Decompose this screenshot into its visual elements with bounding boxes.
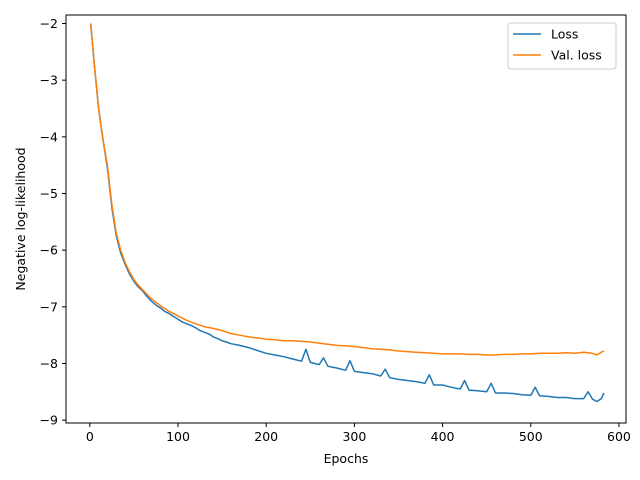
legend-label-val-loss: Val. loss: [551, 48, 602, 63]
y-tick-label: −5: [40, 186, 58, 201]
y-tick-label: −9: [40, 413, 58, 428]
y-axis-ticks: −2 −3 −4 −5 −6 −7 −8 −9: [40, 16, 66, 428]
series-line-loss: [89, 23, 605, 403]
series-line-val-loss: [89, 23, 605, 356]
y-tick-label: −3: [40, 73, 58, 88]
x-tick-label: 300: [342, 429, 366, 444]
plot-frame: [65, 14, 627, 424]
y-tick-label: −2: [40, 16, 58, 31]
y-tick-label: −7: [40, 299, 58, 314]
y-axis-label: Negative log-likelihood: [13, 147, 28, 290]
x-axis-label: Epochs: [324, 451, 369, 466]
y-tick-label: −4: [40, 129, 58, 144]
x-tick-label: 500: [519, 429, 543, 444]
x-tick-label: 100: [166, 429, 190, 444]
x-tick-label: 600: [607, 429, 631, 444]
x-tick-label: 0: [86, 429, 94, 444]
x-tick-label: 200: [254, 429, 278, 444]
x-axis-ticks: 0 100 200 300 400 500 600: [86, 423, 631, 444]
x-tick-label: 400: [431, 429, 455, 444]
legend-label-loss: Loss: [551, 27, 578, 42]
plot-lines: [89, 23, 605, 403]
y-tick-label: −6: [40, 243, 58, 258]
legend: Loss Val. loss: [507, 22, 617, 70]
y-tick-label: −8: [40, 356, 58, 371]
